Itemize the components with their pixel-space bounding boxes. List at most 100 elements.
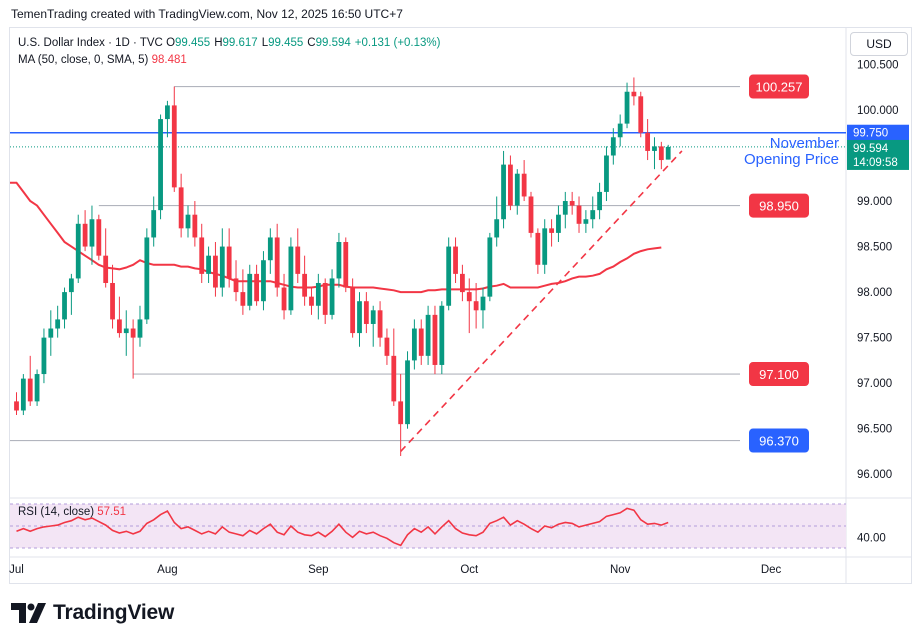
level-badge-label: 98.950 xyxy=(759,199,799,214)
candle-body xyxy=(226,246,232,279)
candle-body xyxy=(261,260,266,302)
candle-body xyxy=(508,164,513,206)
grid-layer xyxy=(10,28,912,583)
legend-change: +0.131 (+0.13%) xyxy=(354,37,441,49)
ma50-line xyxy=(10,181,662,294)
x-tick-label: Jul xyxy=(9,564,24,576)
x-tick-label: Dec xyxy=(761,564,782,576)
candle xyxy=(535,228,541,274)
candle-body xyxy=(274,237,280,288)
candle-body xyxy=(549,228,554,233)
candle xyxy=(610,128,616,165)
last-price-badge xyxy=(847,139,909,170)
legend-ohlc-row: U.S. Dollar Index · 1D · TVC O99.455 H99.… xyxy=(18,35,440,52)
candle-body xyxy=(171,105,177,188)
y-tick-label: 97.500 xyxy=(857,333,892,345)
candle-body xyxy=(597,191,602,211)
candle-body xyxy=(446,246,452,306)
candle xyxy=(405,351,410,429)
candle-body xyxy=(34,374,40,402)
candle xyxy=(638,91,644,138)
candle-body xyxy=(610,137,616,156)
last-price-label: 99.594 xyxy=(853,143,889,155)
candle xyxy=(68,273,74,315)
price-badges: 100.257 98.950 97.100 96.370 99.750 99.594 14:… xyxy=(749,74,909,453)
candle-body xyxy=(20,378,26,411)
candle xyxy=(261,251,266,311)
candle-body xyxy=(631,91,637,97)
candle xyxy=(233,260,239,302)
currency-selector[interactable]: USD xyxy=(850,32,908,56)
legend-ma-label: MA (50, close, 0, SMA, 5) xyxy=(18,54,149,66)
chart-legend: U.S. Dollar Index · 1D · TVC O99.455 H99.… xyxy=(18,35,440,69)
candle xyxy=(631,77,637,106)
candle xyxy=(158,114,163,220)
rsi-value: 57.51 xyxy=(97,506,127,518)
candle-body xyxy=(151,210,157,238)
y-tick-label: 100.000 xyxy=(857,105,899,117)
tradingview-logo[interactable]: TradingView xyxy=(11,600,174,626)
candle xyxy=(110,264,115,329)
candle xyxy=(494,196,500,247)
candle xyxy=(398,374,404,457)
candle-body xyxy=(480,296,486,311)
november-opening-annotation: November Opening Price xyxy=(744,136,839,168)
candle xyxy=(34,369,40,406)
candle xyxy=(391,328,397,406)
candle xyxy=(446,237,452,311)
candle xyxy=(549,219,554,247)
level-badge xyxy=(749,362,809,387)
candle xyxy=(576,196,582,233)
candle xyxy=(480,287,486,329)
candle-body xyxy=(535,232,541,265)
level-badge xyxy=(749,74,809,99)
candle xyxy=(123,310,129,356)
candle-body xyxy=(110,282,115,320)
candle-body xyxy=(219,246,225,288)
candle-body xyxy=(363,301,369,324)
candle xyxy=(41,328,47,384)
candle-body xyxy=(309,296,314,306)
candle xyxy=(343,237,349,293)
candle-body xyxy=(206,255,211,274)
candle xyxy=(521,160,527,202)
candle-body xyxy=(391,355,397,402)
candle-body xyxy=(473,301,479,311)
candle xyxy=(226,228,232,288)
candle-body xyxy=(418,328,424,356)
candle xyxy=(206,246,211,283)
candle-body xyxy=(494,219,500,238)
candle xyxy=(295,228,301,283)
candle-body xyxy=(432,314,438,365)
candle-body xyxy=(158,119,163,211)
november-open-badge xyxy=(847,124,909,141)
candle-body xyxy=(398,401,404,425)
horizontal-levels xyxy=(10,85,846,453)
candle-body xyxy=(604,155,609,192)
candle-body xyxy=(501,164,506,220)
candle-body xyxy=(14,401,19,411)
candle-body xyxy=(267,237,273,261)
candle xyxy=(617,114,623,147)
candle-body xyxy=(487,237,493,297)
candle xyxy=(151,196,157,247)
candle xyxy=(274,223,280,297)
candle xyxy=(432,305,438,375)
candle-body xyxy=(658,146,664,161)
candle xyxy=(439,301,445,375)
candle xyxy=(363,292,369,334)
candle xyxy=(370,305,376,347)
candle xyxy=(219,228,225,297)
candle-body xyxy=(281,287,287,311)
y-tick-label: 96.500 xyxy=(857,424,892,436)
candle-body xyxy=(240,292,246,306)
candle xyxy=(144,228,150,324)
candle-body xyxy=(48,328,54,338)
candle xyxy=(569,191,575,215)
candle xyxy=(82,210,88,252)
candle-body xyxy=(569,201,575,206)
candle xyxy=(528,191,534,238)
trendline xyxy=(400,150,683,453)
candles-layer xyxy=(14,77,671,457)
